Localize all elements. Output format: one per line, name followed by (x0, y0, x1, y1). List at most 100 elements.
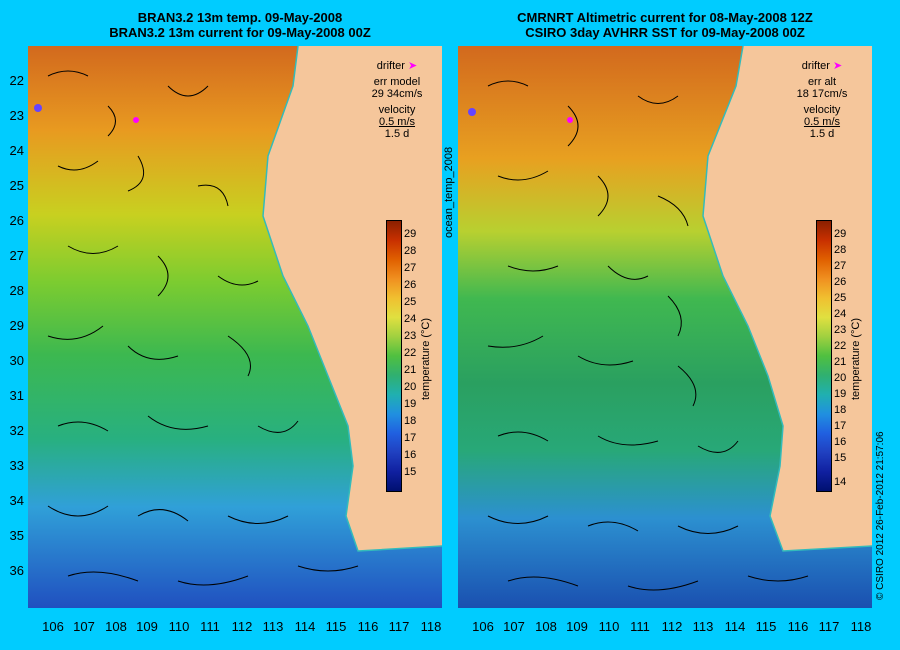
cbar-tick: 17 (404, 432, 417, 444)
lon-tick: 115 (755, 619, 777, 634)
lon-tick: 110 (168, 619, 190, 634)
lon-tick: 109 (136, 619, 158, 634)
cbar-tick: 18 (834, 404, 847, 416)
cbar-tick: 29 (404, 228, 417, 240)
right-ocean (458, 46, 872, 608)
lat-tick: 28 (9, 283, 24, 298)
cbar-tick: 26 (834, 276, 847, 288)
lat-tick: 24 (9, 143, 24, 158)
left-legend: drifter ➤ err model 29 34cm/s velocity 0… (362, 60, 432, 140)
cbar-tick: 14 (834, 476, 847, 488)
right-velocity-value: 0.5 m/s (803, 116, 841, 128)
right-title-line2: CSIRO 3day AVHRR SST for 09-May-2008 00Z (525, 25, 805, 40)
cbar-tick: 19 (834, 388, 847, 400)
lat-tick: 25 (9, 178, 24, 193)
lon-tick: 109 (566, 619, 588, 634)
cbar-tick: 15 (834, 452, 847, 464)
left-current-vectors (47, 70, 359, 586)
left-title-line1: BRAN3.2 13m temp. 09-May-2008 (137, 10, 343, 25)
lat-tick: 35 (9, 528, 24, 543)
lat-tick: 36 (9, 563, 24, 578)
cbar-tick: 18 (404, 415, 417, 427)
lat-tick: 30 (9, 353, 24, 368)
left-title: BRAN3.2 13m temp. 09-May-2008 BRAN3.2 13… (60, 10, 420, 40)
cbar-tick: 22 (404, 347, 417, 359)
cbar-tick: 19 (404, 398, 417, 410)
lon-tick: 108 (105, 619, 127, 634)
right-colorbar-title: temperature (°C) (850, 317, 862, 400)
lon-tick: 115 (325, 619, 347, 634)
lat-tick: 31 (9, 388, 24, 403)
right-err-value: 18 17cm/s (796, 88, 848, 100)
right-map-panel[interactable] (458, 46, 872, 608)
left-colorbar (386, 220, 402, 492)
left-err-label: err model (373, 76, 421, 88)
lon-tick: 110 (598, 619, 620, 634)
right-legend: drifter ➤ err alt 18 17cm/s velocity 0.5… (787, 60, 857, 140)
left-ocean (28, 46, 442, 608)
lat-tick: 27 (9, 248, 24, 263)
right-current-vectors (487, 80, 809, 591)
lat-tick: 32 (9, 423, 24, 438)
cbar-tick: 28 (834, 244, 847, 256)
cbar-tick: 27 (834, 260, 847, 272)
cbar-tick: 20 (404, 381, 417, 393)
lat-tick: 34 (9, 493, 24, 508)
lon-tick: 114 (724, 619, 746, 634)
left-velocity-value: 0.5 m/s (378, 116, 416, 128)
cbar-tick: 22 (834, 340, 847, 352)
lon-tick: 107 (503, 619, 525, 634)
left-title-line2: BRAN3.2 13m current for 09-May-2008 00Z (109, 25, 371, 40)
cbar-tick: 23 (404, 330, 417, 342)
right-coastline (702, 46, 872, 552)
left-colorbar-title: temperature (°C) (420, 317, 432, 400)
left-map-panel[interactable] (28, 46, 442, 608)
lat-tick: 23 (9, 108, 24, 123)
lon-tick: 116 (357, 619, 379, 634)
lon-tick: 118 (420, 619, 442, 634)
lat-tick: 26 (9, 213, 24, 228)
lat-tick: 22 (9, 73, 24, 88)
lon-tick: 118 (850, 619, 872, 634)
right-map (458, 46, 872, 608)
cbar-tick: 26 (404, 279, 417, 291)
drifter-arrow-icon: ➤ (832, 60, 843, 72)
left-velocity-label: velocity (378, 104, 416, 116)
cbar-tick: 24 (404, 313, 417, 325)
lat-tick: 29 (9, 318, 24, 333)
right-drifter-marker (567, 117, 573, 123)
cbar-tick: 20 (834, 372, 847, 384)
left-drifter-marker-2 (34, 104, 42, 112)
right-velocity-time: 1.5 d (809, 128, 835, 140)
cbar-tick: 16 (834, 436, 847, 448)
right-drifter-marker-2 (468, 108, 476, 116)
cbar-tick: 16 (404, 449, 417, 461)
right-err-label: err alt (807, 76, 837, 88)
cbar-tick: 15 (404, 466, 417, 478)
cbar-tick: 23 (834, 324, 847, 336)
cbar-tick: 17 (834, 420, 847, 432)
lon-tick: 111 (200, 619, 220, 634)
cbar-tick: 21 (404, 364, 417, 376)
right-velocity-label: velocity (803, 104, 841, 116)
cbar-tick: 28 (404, 245, 417, 257)
cbar-tick: 25 (404, 296, 417, 308)
cbar-tick: 27 (404, 262, 417, 274)
lon-tick: 112 (661, 619, 683, 634)
drifter-arrow-icon: ➤ (407, 60, 418, 72)
lon-tick: 117 (388, 619, 410, 634)
right-title-line1: CMRNRT Altimetric current for 08-May-200… (517, 10, 813, 25)
cbar-tick: 25 (834, 292, 847, 304)
middle-vertical-label: ocean_temp_2008 (443, 146, 455, 238)
cbar-tick: 21 (834, 356, 847, 368)
right-title: CMRNRT Altimetric current for 08-May-200… (470, 10, 860, 40)
lon-tick: 108 (535, 619, 557, 634)
left-velocity-time: 1.5 d (384, 128, 410, 140)
left-drifter-label: drifter ➤ (376, 60, 418, 72)
lon-tick: 113 (692, 619, 714, 634)
lon-tick: 113 (262, 619, 284, 634)
lon-tick: 114 (294, 619, 316, 634)
cbar-tick: 24 (834, 308, 847, 320)
left-map (28, 46, 442, 608)
left-err-value: 29 34cm/s (371, 88, 423, 100)
